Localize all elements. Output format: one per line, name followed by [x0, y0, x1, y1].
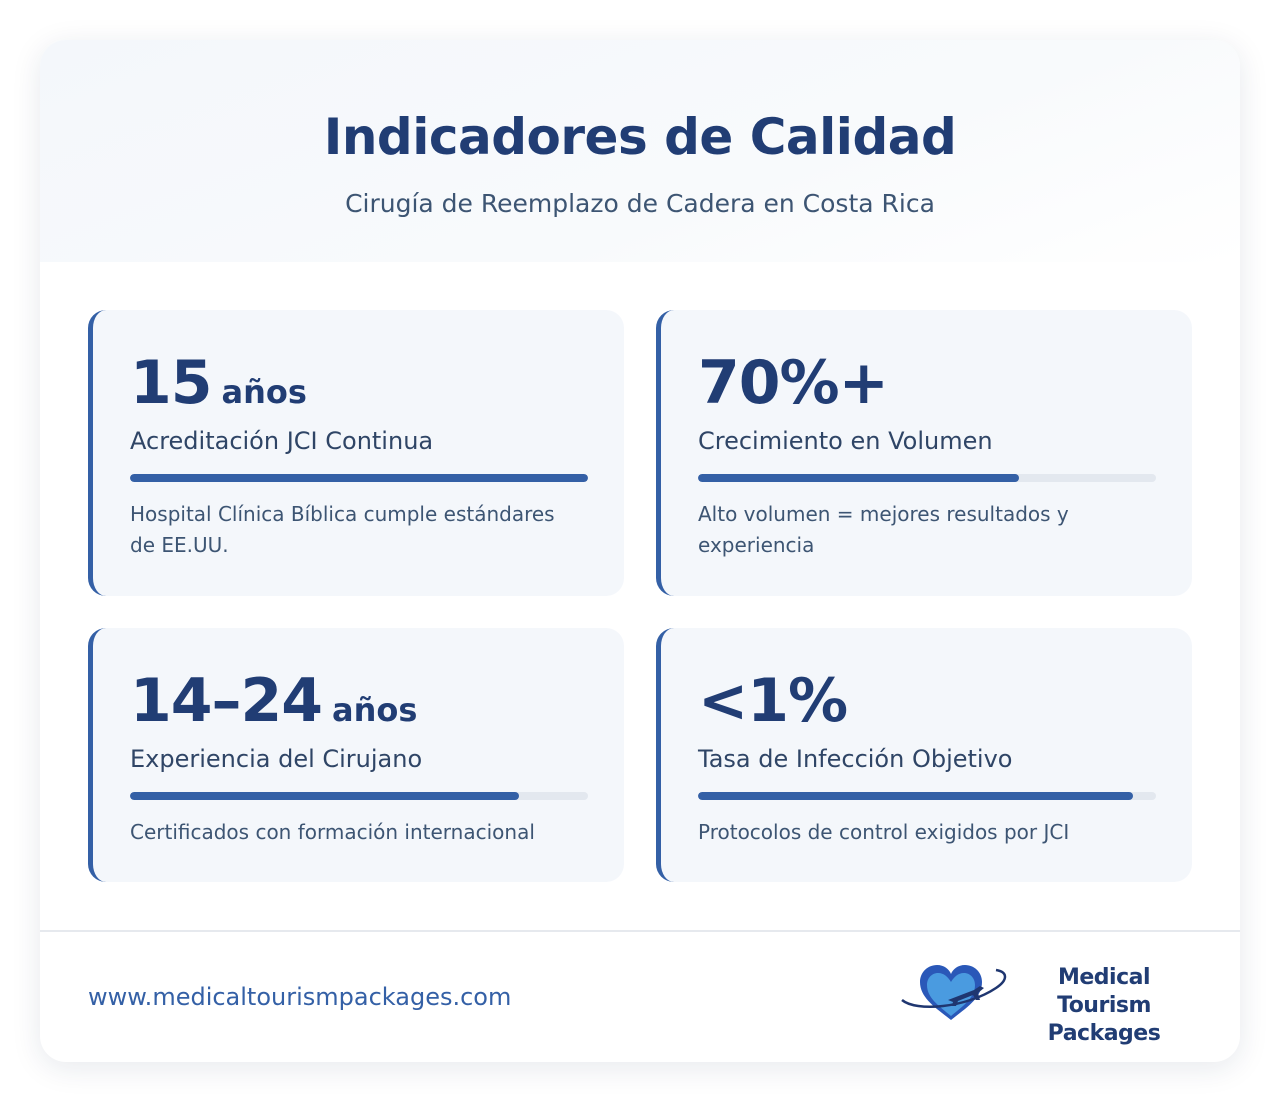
brand-logo: Medical Tourism Packages [896, 958, 1196, 1046]
header-section: Indicadores de Calidad Cirugía de Reempl… [40, 40, 1240, 262]
page-title: Indicadores de Calidad [323, 108, 957, 166]
progress-fill [698, 474, 1019, 482]
website-link[interactable]: www.medicaltourismpackages.com [88, 983, 512, 1011]
progress-track [698, 792, 1156, 800]
metric-value: 14–24 [130, 666, 323, 736]
metric-value-row: 15 años [130, 348, 307, 433]
progress-track [698, 474, 1156, 482]
metric-value: 15 [130, 348, 212, 418]
metric-label: Acreditación JCI Continua [130, 427, 434, 455]
progress-fill [130, 474, 588, 482]
metric-unit: años [332, 691, 418, 729]
logo-line-1: Medical Tourism [1057, 965, 1151, 1018]
metric-value: <1% [698, 666, 848, 736]
footer-divider [40, 930, 1240, 932]
heart-airplane-icon [901, 965, 1007, 1020]
metric-label: Experiencia del Cirujano [130, 745, 423, 773]
metric-card-accreditation: 15 años Acreditación JCI Continua Hospita… [88, 310, 624, 596]
metric-value-row: 70%+ [698, 348, 898, 433]
infographic-card: Indicadores de Calidad Cirugía de Reempl… [40, 40, 1240, 1062]
metric-description: Alto volumen = mejores resultados y expe… [698, 502, 1069, 557]
logo-wordmark: Medical Tourism Packages [1014, 964, 1194, 1048]
metric-description: Certificados con formación internacional [130, 820, 535, 844]
metric-description: Protocolos de control exigidos por JCI [698, 820, 1070, 844]
metric-label: Crecimiento en Volumen [698, 427, 993, 455]
progress-track [130, 474, 588, 482]
page-subtitle: Cirugía de Reemplazo de Cadera en Costa … [345, 189, 935, 218]
progress-fill [130, 792, 520, 800]
metric-label: Tasa de Infección Objetivo [698, 745, 1013, 773]
metric-card-surgeon-experience: 14–24 años Experiencia del Cirujano Certi… [88, 628, 624, 882]
progress-track [130, 792, 588, 800]
metric-card-infection-rate: <1% Tasa de Infección Objetivo Protocolo… [656, 628, 1192, 882]
metric-value: 70%+ [698, 348, 889, 418]
metric-card-volume: 70%+ Crecimiento en Volumen Alto volumen… [656, 310, 1192, 596]
metric-value-row: 14–24 años [130, 666, 417, 751]
logo-line-2: Packages [1047, 1021, 1161, 1046]
progress-fill [698, 792, 1134, 800]
metric-description: Hospital Clínica Bíblica cumple estándar… [130, 502, 555, 557]
metric-value-row: <1% [698, 666, 857, 751]
metric-unit: años [221, 373, 307, 411]
